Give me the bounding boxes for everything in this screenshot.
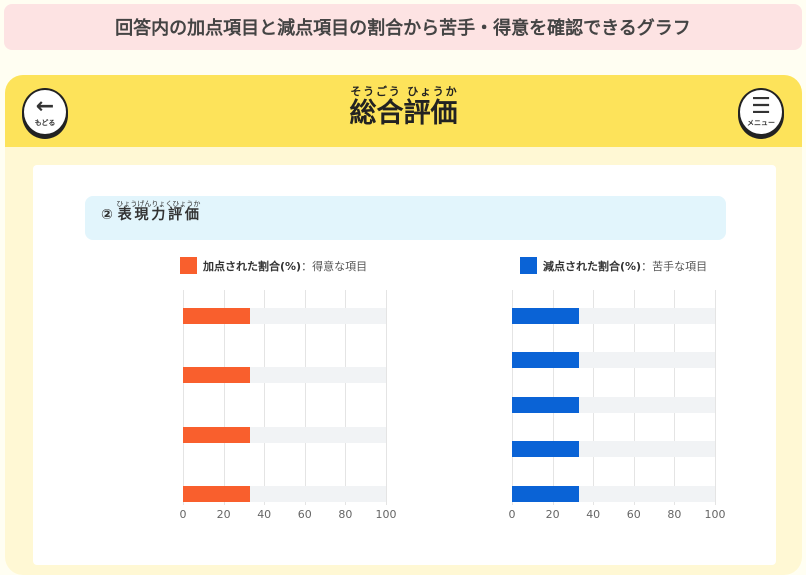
x-tick-label: 0 — [179, 508, 187, 521]
x-tick-label: 100 — [375, 508, 397, 521]
x-tick-label: 80 — [667, 508, 682, 521]
menu-button[interactable]: ☰ メニュー — [738, 88, 784, 136]
back-label: もどる — [34, 119, 56, 127]
chart-panel: ② 表現力評価ひょうげんりょくひょうか 加点された割合(%) ：得意な項目 減点さ… — [33, 165, 776, 565]
header-bar: ← もどる 総合評価そうごう ひょうか ☰ メニュー — [5, 75, 802, 147]
grid-line — [183, 290, 184, 505]
x-tick-label: 80 — [338, 508, 353, 521]
legend-minus: 減点された割合(%) ：苦手な項目 — [520, 257, 707, 274]
x-tick-label: 20 — [545, 508, 560, 521]
bar — [183, 367, 250, 383]
bar — [512, 441, 579, 457]
legend-swatch-blue — [520, 257, 537, 274]
evaluation-card: ← もどる 総合評価そうごう ひょうか ☰ メニュー ② 表現力評価ひょうげんり… — [5, 75, 802, 575]
bar — [512, 397, 579, 413]
bar — [183, 427, 250, 443]
legend-swatch-orange — [180, 257, 197, 274]
section-heading: ② 表現力評価ひょうげんりょくひょうか — [85, 196, 726, 240]
x-tick-label: 20 — [216, 508, 231, 521]
grid-line — [264, 290, 266, 505]
x-tick-label: 40 — [586, 508, 601, 521]
legend-plus: 加点された割合(%) ：得意な項目 — [180, 257, 367, 274]
x-tick-label: 60 — [297, 508, 312, 521]
grid-line — [386, 290, 387, 505]
grid-line — [345, 290, 347, 505]
grid-line — [715, 290, 716, 505]
page-title: 総合評価そうごう ひょうか — [349, 85, 458, 129]
menu-label: メニュー — [747, 119, 775, 127]
x-tick-label: 40 — [257, 508, 272, 521]
bar — [512, 486, 579, 502]
x-tick-label: 0 — [508, 508, 516, 521]
x-tick-label: 100 — [704, 508, 726, 521]
grid-line — [304, 290, 306, 505]
bar — [183, 308, 250, 324]
arrow-left-icon: ← — [35, 94, 55, 119]
bar — [512, 352, 579, 368]
x-tick-label: 60 — [626, 508, 641, 521]
bar — [512, 308, 579, 324]
grid-line — [223, 290, 225, 505]
back-button[interactable]: ← もどる — [22, 88, 68, 136]
bar — [183, 486, 250, 502]
hamburger-icon: ☰ — [751, 94, 771, 119]
caption-banner: 回答内の加点項目と減点項目の割合から苦手・得意を確認できるグラフ — [4, 4, 802, 50]
